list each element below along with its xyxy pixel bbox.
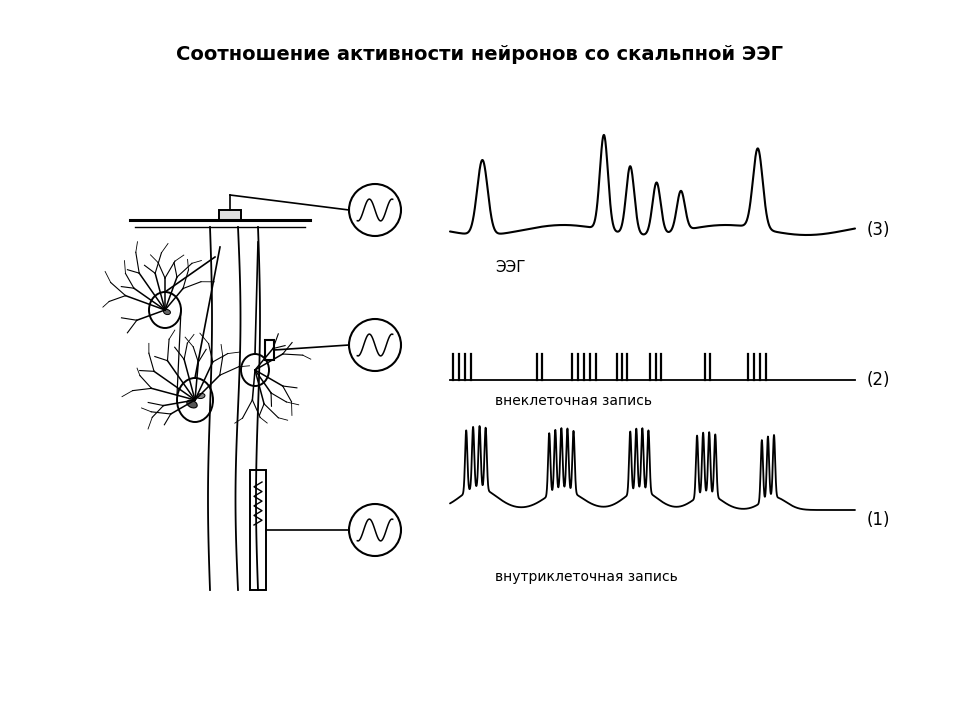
Text: Соотношение активности нейронов со скальпной ЭЭГ: Соотношение активности нейронов со скаль… <box>177 45 783 64</box>
Text: ЭЭГ: ЭЭГ <box>495 260 525 275</box>
Text: внеклеточная запись: внеклеточная запись <box>495 394 652 408</box>
Bar <box>250 470 266 590</box>
Text: (1): (1) <box>867 511 891 529</box>
Text: внутриклеточная запись: внутриклеточная запись <box>495 570 678 584</box>
Text: (3): (3) <box>867 221 891 239</box>
Ellipse shape <box>197 393 205 399</box>
Bar <box>219 210 241 220</box>
Ellipse shape <box>187 400 197 408</box>
Bar <box>265 340 274 360</box>
Text: (2): (2) <box>867 371 891 389</box>
Ellipse shape <box>163 310 171 315</box>
